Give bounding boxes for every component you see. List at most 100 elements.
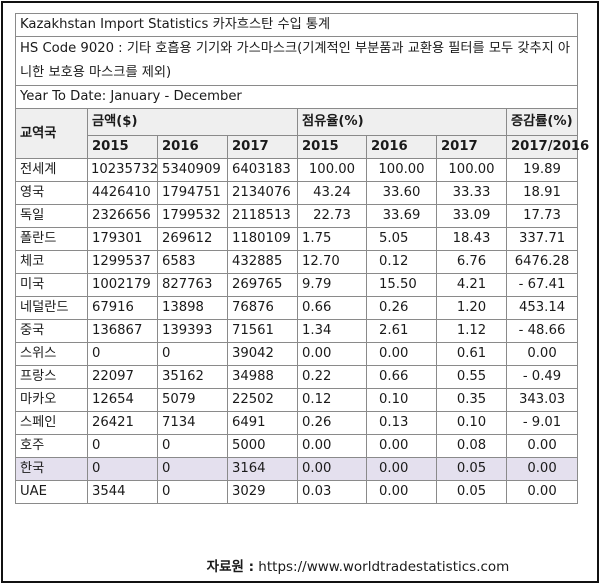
- change-cell: - 0.49: [505, 365, 579, 389]
- country-cell: UAE: [15, 480, 88, 504]
- share-cell: 0.26: [366, 296, 437, 320]
- share-cell: 1.12: [436, 319, 507, 343]
- change-cell: - 9.01: [505, 411, 579, 435]
- change-cell: 453.14: [505, 296, 579, 320]
- table-row: 미국 1002179 827763 269765 9.79 15.50 4.21…: [15, 273, 579, 297]
- table-row: 독일 2326656 1799532 2118513 22.73 33.69 3…: [15, 204, 579, 228]
- share-cell: 0.66: [297, 296, 367, 320]
- country-cell: 한국: [15, 457, 88, 481]
- country-cell: 미국: [15, 273, 88, 297]
- share-cell: 100.00: [366, 158, 437, 182]
- share-cell: 2.61: [366, 319, 437, 343]
- change-cell: 18.91: [505, 181, 579, 205]
- share-cell: 9.79: [297, 273, 367, 297]
- amount-cell: 35162: [157, 365, 228, 389]
- country-cell: 스위스: [15, 342, 88, 366]
- share-year-header: 2015: [297, 135, 367, 159]
- period-label: Year To Date: January - December: [14, 85, 579, 109]
- country-cell: 네덜란드: [15, 296, 88, 320]
- amount-cell: 3544: [87, 480, 158, 504]
- amount-cell: 6583: [157, 250, 228, 274]
- share-cell: 15.50: [366, 273, 437, 297]
- amount-cell: 5000: [227, 434, 298, 458]
- amount-cell: 0: [157, 434, 228, 458]
- amount-year-header: 2017: [227, 135, 298, 159]
- change-cell: 19.89: [505, 158, 579, 182]
- share-cell: 6.76: [436, 250, 507, 274]
- change-cell: - 48.66: [505, 319, 579, 343]
- table-row: 중국 136867 139393 71561 1.34 2.61 1.12 - …: [15, 319, 579, 343]
- country-cell: 프랑스: [15, 365, 88, 389]
- table-row: 호주 0 0 5000 0.00 0.00 0.08 0.00: [15, 434, 579, 458]
- share-cell: 0.35: [436, 388, 507, 412]
- amount-cell: 76876: [227, 296, 298, 320]
- change-cell: 0.00: [505, 342, 579, 366]
- share-cell: 0.22: [297, 365, 367, 389]
- share-cell: 33.60: [366, 181, 437, 205]
- share-cell: 0.55: [436, 365, 507, 389]
- amount-cell: 432885: [227, 250, 298, 274]
- hs-code-description: HS Code 9020 : 기타 호흡용 기기와 가스마스크(기계적인 부분품…: [14, 36, 579, 86]
- table-row: 마카오 12654 5079 22502 0.12 0.10 0.35 343.…: [15, 388, 579, 412]
- table-row: 체코 1299537 6583 432885 12.70 0.12 6.76 6…: [15, 250, 579, 274]
- share-cell: 0.61: [436, 342, 507, 366]
- amount-cell: 22502: [227, 388, 298, 412]
- country-cell: 영국: [15, 181, 88, 205]
- share-cell: 18.43: [436, 227, 507, 251]
- share-cell: 0.12: [366, 250, 437, 274]
- amount-cell: 2326656: [87, 204, 158, 228]
- amount-cell: 0: [87, 342, 158, 366]
- amount-cell: 0: [157, 342, 228, 366]
- share-cell: 1.34: [297, 319, 367, 343]
- share-cell: 0.10: [436, 411, 507, 435]
- share-cell: 0.05: [436, 457, 507, 481]
- share-cell: 0.03: [297, 480, 367, 504]
- table-row: UAE 3544 0 3029 0.03 0.00 0.05 0.00: [15, 480, 579, 504]
- country-cell: 독일: [15, 204, 88, 228]
- country-column-header: 교역국: [15, 108, 88, 159]
- amount-cell: 0: [157, 457, 228, 481]
- share-cell: 43.24: [297, 181, 367, 205]
- change-period-header: 2017/2016: [505, 135, 589, 159]
- amount-cell: 1799532: [157, 204, 228, 228]
- source-url: https://www.worldtradestatistics.com: [254, 559, 510, 575]
- amount-cell: 0: [87, 457, 158, 481]
- share-cell: 0.13: [366, 411, 437, 435]
- amount-cell: 269612: [157, 227, 228, 251]
- amount-cell: 269765: [227, 273, 298, 297]
- amount-cell: 2118513: [227, 204, 298, 228]
- amount-cell: 0: [87, 434, 158, 458]
- amount-cell: 1180109: [227, 227, 298, 251]
- share-cell: 0.26: [297, 411, 367, 435]
- amount-cell: 71561: [227, 319, 298, 343]
- amount-cell: 67916: [87, 296, 158, 320]
- amount-cell: 3164: [227, 457, 298, 481]
- share-cell: 0.00: [297, 457, 367, 481]
- table-row: 폴란드 179301 269612 1180109 1.75 5.05 18.4…: [15, 227, 579, 251]
- share-cell: 0.12: [297, 388, 367, 412]
- amount-cell: 827763: [157, 273, 228, 297]
- amount-cell: 2134076: [227, 181, 298, 205]
- table-row: 스위스 0 0 39042 0.00 0.00 0.61 0.00: [15, 342, 579, 366]
- amount-cell: 1002179: [87, 273, 158, 297]
- share-cell: 100.00: [436, 158, 507, 182]
- country-cell: 스페인: [15, 411, 88, 435]
- table-row: 전세계 10235732 5340909 6403183 100.00 100.…: [15, 158, 579, 182]
- share-cell: 0.00: [366, 457, 437, 481]
- amount-cell: 5079: [157, 388, 228, 412]
- amount-cell: 26421: [87, 411, 158, 435]
- share-cell: 1.20: [436, 296, 507, 320]
- share-year-header: 2017: [436, 135, 507, 159]
- amount-cell: 7134: [157, 411, 228, 435]
- source-label: 자료원 :: [206, 559, 255, 575]
- change-cell: 6476.28: [505, 250, 579, 274]
- share-cell: 33.33: [436, 181, 507, 205]
- share-cell: 4.21: [436, 273, 507, 297]
- share-cell: 33.09: [436, 204, 507, 228]
- country-cell: 호주: [15, 434, 88, 458]
- share-cell: 0.00: [297, 434, 367, 458]
- amount-cell: 3029: [227, 480, 298, 504]
- amount-cell: 1794751: [157, 181, 228, 205]
- change-cell: 0.00: [505, 480, 579, 504]
- import-statistics-table: Kazakhstan Import Statistics 카자흐스탄 수입 통계…: [14, 13, 589, 504]
